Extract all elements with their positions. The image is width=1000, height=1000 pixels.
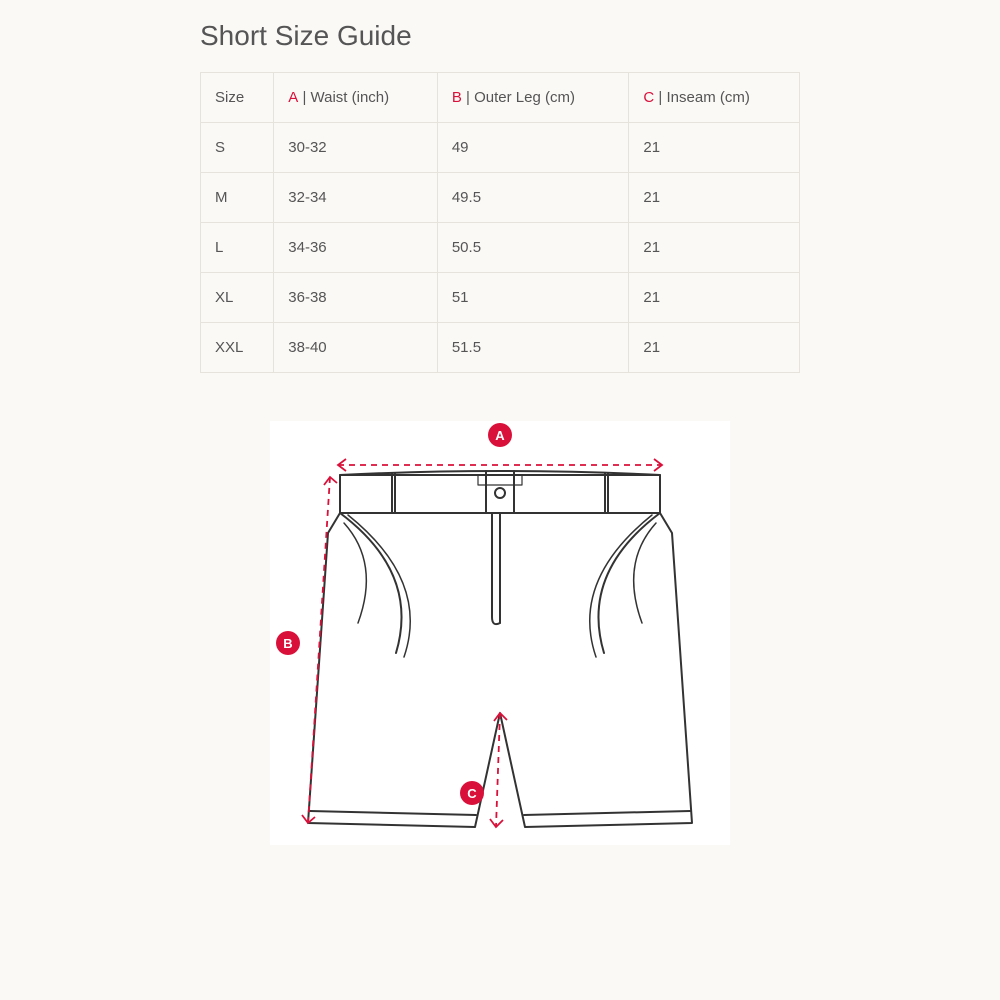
table-header-row: Size A | Waist (inch) B | Outer Leg (cm)…: [201, 73, 800, 123]
badge-b: B: [276, 631, 300, 655]
col-outerleg-accent: B: [452, 89, 462, 106]
col-outerleg-label: | Outer Leg (cm): [462, 89, 575, 106]
table-cell: 30-32: [274, 123, 438, 173]
table-cell: 49: [437, 123, 629, 173]
col-size: Size: [201, 73, 274, 123]
col-size-label: Size: [215, 89, 244, 106]
table-cell: L: [201, 223, 274, 273]
table-cell: 34-36: [274, 223, 438, 273]
col-inseam-label: | Inseam (cm): [654, 89, 750, 106]
table-cell: XL: [201, 273, 274, 323]
badge-b-label: B: [283, 636, 292, 651]
page-title: Short Size Guide: [200, 20, 800, 52]
table-row: XL36-385121: [201, 273, 800, 323]
table-cell: 21: [629, 123, 800, 173]
col-outerleg: B | Outer Leg (cm): [437, 73, 629, 123]
table-cell: 50.5: [437, 223, 629, 273]
size-table: Size A | Waist (inch) B | Outer Leg (cm)…: [200, 72, 800, 373]
table-cell: 49.5: [437, 173, 629, 223]
table-row: L34-3650.521: [201, 223, 800, 273]
table-cell: 21: [629, 223, 800, 273]
col-inseam: C | Inseam (cm): [629, 73, 800, 123]
col-waist-accent: A: [288, 89, 298, 106]
table-cell: 36-38: [274, 273, 438, 323]
table-body: S30-324921M32-3449.521L34-3650.521XL36-3…: [201, 123, 800, 373]
table-cell: 21: [629, 273, 800, 323]
table-cell: 21: [629, 323, 800, 373]
table-cell: 32-34: [274, 173, 438, 223]
table-cell: 51.5: [437, 323, 629, 373]
col-waist-label: | Waist (inch): [298, 89, 389, 106]
table-cell: XXL: [201, 323, 274, 373]
table-row: XXL38-4051.521: [201, 323, 800, 373]
table-row: S30-324921: [201, 123, 800, 173]
badge-c: C: [460, 781, 484, 805]
table-cell: 51: [437, 273, 629, 323]
shorts-diagram: A B C: [240, 413, 760, 853]
table-cell: 21: [629, 173, 800, 223]
table-row: M32-3449.521: [201, 173, 800, 223]
table-cell: M: [201, 173, 274, 223]
badge-a: A: [488, 423, 512, 447]
badge-c-label: C: [467, 786, 477, 801]
table-cell: S: [201, 123, 274, 173]
col-waist: A | Waist (inch): [274, 73, 438, 123]
col-inseam-accent: C: [643, 89, 654, 106]
badge-a-label: A: [495, 428, 505, 443]
table-cell: 38-40: [274, 323, 438, 373]
